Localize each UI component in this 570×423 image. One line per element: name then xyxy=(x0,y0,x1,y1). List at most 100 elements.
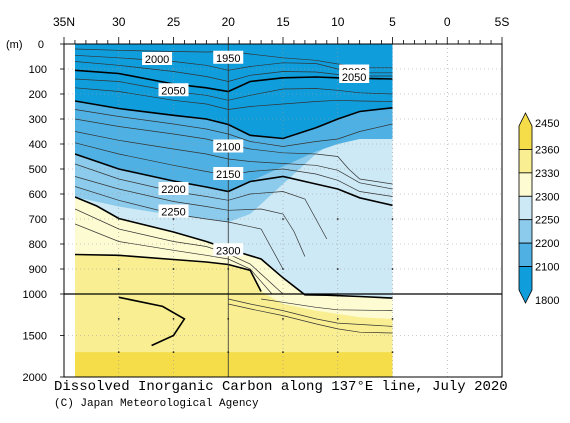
colorbar-label: 2200 xyxy=(535,238,559,250)
colorbar-label: 2330 xyxy=(535,168,559,180)
contour-label: 2150 xyxy=(216,169,240,181)
contour-label: 2000 xyxy=(145,54,169,66)
x-tick-label: 0 xyxy=(444,15,451,29)
colorbar-label: 2100 xyxy=(535,262,559,274)
station-dot xyxy=(227,268,230,270)
contour-label-bg xyxy=(158,204,189,218)
colorbar-segment xyxy=(518,266,533,304)
fill-band-1800-2100 xyxy=(75,44,393,139)
y-tick-label: 400 xyxy=(29,139,47,151)
contour-line xyxy=(261,298,393,311)
y-tick-label: 200 xyxy=(29,89,47,101)
y-tick-label: 700 xyxy=(29,214,47,226)
station-dot xyxy=(336,268,339,270)
station-dot xyxy=(282,268,284,270)
contour-line xyxy=(228,298,393,327)
x-tick-label: 30 xyxy=(112,15,126,29)
station-dot xyxy=(227,318,230,320)
colorbar-label: 2300 xyxy=(535,191,559,203)
x-tick-label: 15 xyxy=(276,15,290,29)
x-tick-label: 20 xyxy=(222,15,236,29)
y-tick-label: 1500 xyxy=(23,331,47,343)
colorbar: 2450 2360 2330 2300 2250 2200 2100 1800 xyxy=(518,112,559,307)
station-dots-layer xyxy=(117,218,394,353)
colorbar-label: 2250 xyxy=(535,215,559,227)
y-axis-unit-label: (m) xyxy=(6,39,23,51)
contour-line xyxy=(74,223,273,295)
station-dot xyxy=(391,318,394,320)
y-tick-label: 600 xyxy=(29,189,47,201)
contour-label-bg xyxy=(339,70,370,83)
contour-line xyxy=(74,142,393,197)
station-dot xyxy=(282,218,284,220)
contour-line xyxy=(74,186,284,270)
colorbar-segment xyxy=(518,172,533,197)
contour-line-2100 xyxy=(74,100,393,140)
colorbar-segment xyxy=(518,112,533,150)
contour-line-2300 xyxy=(74,196,393,299)
colorbar-segment xyxy=(518,195,533,221)
x-tick-label: 10 xyxy=(331,15,345,29)
chart-credit: (C) Japan Meteorological Agency xyxy=(54,398,259,410)
contour-line xyxy=(74,109,393,147)
station-dot xyxy=(282,351,284,353)
contour-label-bg xyxy=(142,52,173,65)
contour-line xyxy=(228,303,393,334)
x-tick-label: 25 xyxy=(167,15,181,29)
contour-line-2050 xyxy=(74,69,393,93)
contour-line xyxy=(74,163,328,240)
station-dot xyxy=(172,318,175,320)
y-tick-label: 0 xyxy=(38,39,44,51)
y-tick-label: 2000 xyxy=(23,372,47,384)
contour-line xyxy=(74,131,393,190)
station-dot xyxy=(117,218,120,220)
contour-label-bg xyxy=(213,139,244,153)
contour-line-2200 xyxy=(74,153,393,207)
station-dot xyxy=(336,318,339,320)
station-dot xyxy=(172,351,175,353)
colorbar-segment xyxy=(518,219,533,244)
chart-title: Dissolved Inorganic Carbon along 137°E l… xyxy=(54,379,508,395)
station-dot xyxy=(227,218,230,220)
contour-label: 1950 xyxy=(216,53,240,65)
station-dot xyxy=(172,268,175,270)
contour-label: 2300 xyxy=(216,245,240,257)
y-tick-label: 800 xyxy=(29,239,47,251)
station-dot xyxy=(336,218,339,220)
contour-label: 2200 xyxy=(161,184,185,196)
contour-label-layer: 2000195020002050205021002150220022502300 xyxy=(142,50,370,257)
station-dot xyxy=(117,318,120,320)
contour-line xyxy=(74,87,393,110)
colorbar-segment xyxy=(518,149,533,174)
contour-label-bg xyxy=(158,83,189,97)
colorbar-label: 2450 xyxy=(535,118,559,130)
contour-line-layer xyxy=(74,44,393,377)
colorbar-segment xyxy=(518,242,533,267)
contour-label-bg xyxy=(158,182,189,195)
station-dot xyxy=(391,268,394,270)
station-dot xyxy=(227,351,230,353)
contour-label-bg xyxy=(213,50,244,64)
station-dot xyxy=(172,218,175,220)
contour-label: 2250 xyxy=(161,207,185,219)
x-tick-label: 5 xyxy=(389,15,396,29)
contour-label: 2050 xyxy=(161,85,185,97)
contour-line xyxy=(74,78,393,101)
contour-line xyxy=(74,118,393,185)
station-dot xyxy=(391,351,394,353)
y-tick-label: 300 xyxy=(29,114,47,126)
colorbar-label: 2360 xyxy=(535,144,559,156)
station-dot xyxy=(117,268,120,270)
y-tick-label: 500 xyxy=(29,164,47,176)
contour-line-2360 xyxy=(118,296,186,347)
contour-line xyxy=(74,208,284,295)
axes-layer: 35N 30 25 20 15 10 5 0 5S (m) 0 100 200 300 400 500 600 7… xyxy=(6,15,509,384)
contour-label: 2100 xyxy=(216,142,240,154)
y-tick-label: 1000 xyxy=(23,289,47,301)
x-tick-label: 35N xyxy=(53,15,75,29)
station-dot xyxy=(336,351,339,353)
contour-label-bg xyxy=(213,167,244,180)
station-dot xyxy=(282,318,284,320)
station-dot xyxy=(117,351,120,353)
